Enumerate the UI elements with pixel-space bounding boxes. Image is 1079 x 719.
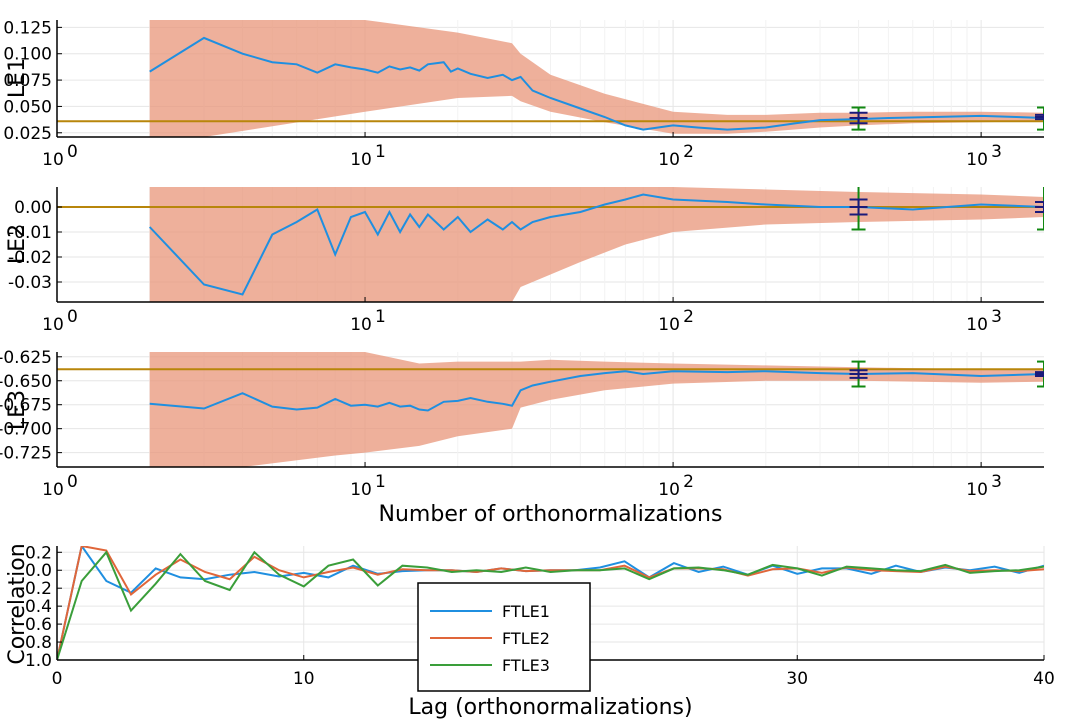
- x-tick-label: 10: [350, 315, 372, 335]
- x-tick-label: 10: [350, 480, 372, 500]
- error-bar: [849, 198, 868, 216]
- y-tick-label: -0.02: [8, 248, 52, 268]
- error-bar: [1037, 106, 1044, 131]
- y-tick-label: 0.125: [3, 18, 52, 38]
- panel-4: 1.00.80.60.40.20.00.20 10 30 40CorrelationL…: [5, 543, 1055, 719]
- confidence-band: [149, 187, 1044, 302]
- plot-area: [57, 20, 1044, 137]
- y-tick-label: 0.2: [25, 543, 52, 563]
- x-tick-exponent: 1: [375, 307, 386, 327]
- y-tick-label: -0.650: [0, 372, 52, 392]
- x-tick-exponent: 2: [683, 142, 694, 162]
- series-line-ftle3: [57, 550, 1044, 660]
- y-tick-label: 0.050: [3, 97, 52, 117]
- y-tick-label: -0.700: [0, 420, 52, 440]
- x-tick-label: 10: [42, 150, 64, 170]
- y-tick-label: -0.725: [0, 444, 52, 464]
- y-tick-label: 0.0: [25, 561, 52, 581]
- x-axis-label: Number of orthonormalizations: [379, 502, 723, 527]
- y-tick-label: -0.01: [8, 223, 52, 243]
- x-tick-exponent: 0: [67, 142, 78, 162]
- y-tick-label: 0.075: [3, 71, 52, 91]
- x-tick-label: 0: [52, 669, 63, 689]
- x-tick-label: 10: [966, 480, 988, 500]
- confidence-band: [149, 20, 1044, 137]
- y-tick-label: 0.6: [25, 615, 52, 635]
- x-tick-label: 10: [658, 315, 680, 335]
- x-tick-label: 10: [42, 315, 64, 335]
- error-bar: [1037, 187, 1044, 231]
- legend-label-ftle2: FTLE2: [502, 629, 550, 648]
- running-mean-line: [149, 36, 1044, 131]
- x-tick-label: 10: [658, 480, 680, 500]
- x-tick-exponent: 0: [67, 307, 78, 327]
- y-axis-label: LE1: [5, 58, 30, 98]
- error-bar: [1037, 360, 1044, 388]
- y-tick-label: 1.0: [25, 651, 52, 671]
- x-tick-label: 30: [786, 669, 808, 689]
- x-tick-exponent: 3: [991, 472, 1002, 492]
- y-axis-label: LE3: [5, 390, 30, 430]
- running-mean-line: [149, 370, 1044, 412]
- x-tick-exponent: 2: [683, 307, 694, 327]
- x-tick-exponent: 1: [375, 142, 386, 162]
- x-tick-label: 10: [293, 669, 315, 689]
- x-tick-label: 10: [42, 480, 64, 500]
- x-tick-label: 10: [658, 150, 680, 170]
- x-tick-exponent: 3: [991, 307, 1002, 327]
- x-tick-exponent: 2: [683, 472, 694, 492]
- y-tick-label: 0.2: [25, 579, 52, 599]
- plot-area: [57, 352, 1044, 467]
- y-axis-label: LE2: [5, 224, 30, 264]
- legend-label-ftle3: FTLE3: [502, 656, 550, 675]
- x-tick-label: 10: [350, 150, 372, 170]
- y-tick-label: 0.8: [25, 633, 52, 653]
- x-tick-exponent: 1: [375, 472, 386, 492]
- x-axis-label: Lag (orthonormalizations): [408, 695, 692, 719]
- plot-area: [57, 187, 1044, 302]
- error-bar: [849, 369, 868, 379]
- x-tick-label: 10: [966, 150, 988, 170]
- confidence-band: [149, 352, 1044, 467]
- y-tick-label: -0.675: [0, 396, 52, 416]
- x-tick-label: 40: [1033, 669, 1055, 689]
- y-tick-label: 0.00: [14, 198, 52, 218]
- error-bar: [1035, 113, 1044, 121]
- x-tick-exponent: 0: [67, 472, 78, 492]
- y-tick-label: 0.025: [3, 124, 52, 144]
- plot-area: [57, 546, 1044, 660]
- x-tick-label: 10: [966, 315, 988, 335]
- y-tick-label: 0.100: [3, 45, 52, 65]
- x-tick-exponent: 3: [991, 142, 1002, 162]
- y-tick-label: -0.625: [0, 348, 52, 368]
- y-axis-label: Correlation: [5, 543, 30, 664]
- error-bar: [1035, 201, 1044, 213]
- legend-label-ftle1: FTLE1: [502, 602, 550, 621]
- error-bar: [849, 111, 868, 125]
- y-tick-label: -0.03: [8, 273, 52, 293]
- error-bar: [1035, 371, 1044, 377]
- legend: FTLE1 FTLE2 FTLE3: [417, 582, 591, 692]
- series-line-ftle2: [57, 546, 1044, 660]
- y-tick-label: 0.4: [25, 597, 52, 617]
- running-mean-line: [148, 193, 1044, 296]
